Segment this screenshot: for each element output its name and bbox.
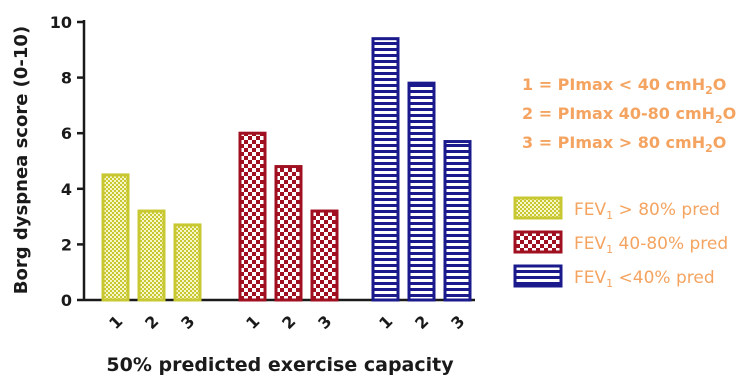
bars — [101, 37, 472, 302]
y-tick-label: 6 — [61, 124, 72, 143]
pimax-note: 1 = PImax < 40 cmH2O — [522, 75, 726, 97]
y-tick-label: 0 — [61, 291, 72, 310]
y-tick-label: 8 — [61, 69, 72, 88]
x-tick-label: 3 — [314, 312, 335, 333]
x-tick-label: 2 — [278, 312, 299, 333]
bar — [101, 173, 130, 302]
x-tick-label: 1 — [242, 312, 263, 333]
y-ticks: 0 2 4 6 8 10 — [50, 13, 84, 310]
x-tick-label: 3 — [177, 312, 198, 333]
x-tick-label: 1 — [375, 312, 396, 333]
bar — [173, 223, 202, 302]
pimax-note: 2 = PImax 40-80 cmH2O — [522, 104, 736, 126]
x-tick-label: 3 — [447, 312, 468, 333]
legend-label: FEV1 > 80% pred — [574, 200, 720, 222]
bar — [443, 140, 472, 302]
x-tick-label: 2 — [411, 312, 432, 333]
legend-swatch — [513, 196, 563, 220]
pimax-note: 3 = PImax > 80 cmH2O — [522, 133, 726, 155]
pimax-notes: 1 = PImax < 40 cmH2O 2 = PImax 40-80 cmH2… — [522, 75, 736, 155]
legend-label: FEV1 <40% pred — [574, 268, 715, 290]
bar — [274, 165, 303, 302]
y-tick-label: 4 — [61, 180, 72, 199]
legend-swatch — [513, 230, 563, 254]
legend-swatch — [513, 264, 563, 288]
x-tick-label: 2 — [141, 312, 162, 333]
y-axis-title: Borg dyspnea score (0-10) — [11, 26, 32, 294]
bar — [310, 209, 339, 302]
bar — [407, 81, 436, 302]
bar — [137, 209, 166, 302]
y-tick-label: 2 — [61, 235, 72, 254]
y-tick-label: 10 — [50, 13, 72, 32]
legend: FEV1 > 80% pred FEV1 40-80% pred FEV1 <40%… — [513, 196, 728, 290]
x-axis-title: 50% predicted exercise capacity — [106, 354, 454, 376]
bar — [371, 37, 400, 302]
legend-label: FEV1 40-80% pred — [574, 234, 728, 256]
bar — [238, 131, 267, 302]
x-tick-label: 1 — [105, 312, 126, 333]
